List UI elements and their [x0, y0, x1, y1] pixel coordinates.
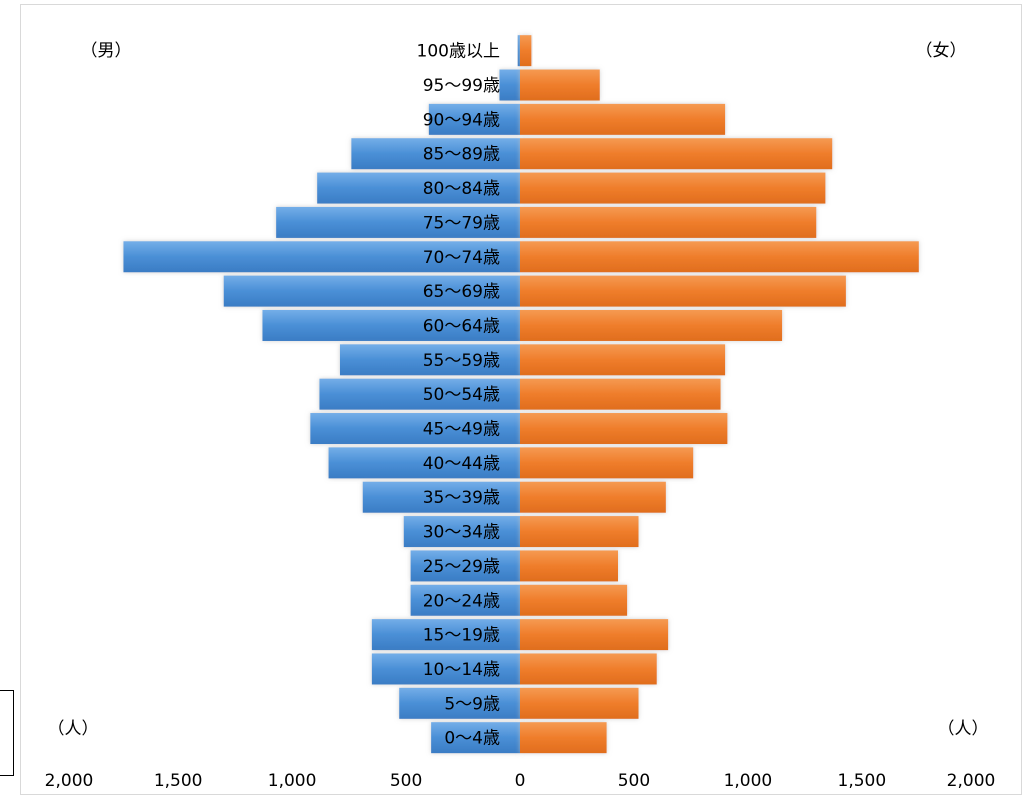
age-label-4: 80～84歳 [423, 179, 500, 199]
tick-label-5: 500 [618, 771, 650, 791]
bar-male-11 [310, 413, 520, 445]
age-label-9: 55～59歳 [423, 351, 500, 371]
age-label-16: 20～24歳 [423, 591, 500, 611]
bar-male-18 [371, 653, 520, 685]
age-label-15: 25～29歳 [423, 557, 500, 577]
bar-female-1 [520, 69, 600, 101]
bar-male-7 [223, 275, 521, 307]
bar-female-20 [520, 722, 607, 754]
bar-female-2 [520, 103, 726, 135]
bar-male-5 [276, 206, 520, 238]
female-bars [520, 35, 919, 754]
bar-male-12 [328, 447, 520, 479]
chart-frame [20, 4, 1022, 795]
tick-label-8: 2,000 [947, 771, 996, 791]
age-label-18: 10～14歳 [423, 660, 500, 680]
age-label-3: 85～89歳 [423, 145, 500, 165]
age-label-0: 100歳以上 [417, 42, 500, 62]
bar-female-3 [520, 138, 833, 170]
tick-label-3: 500 [390, 771, 422, 791]
bar-female-0 [520, 35, 532, 67]
age-label-20: 0～4歳 [444, 729, 500, 749]
bar-female-11 [520, 413, 728, 445]
tick-label-1: 1,500 [154, 771, 203, 791]
bar-female-18 [520, 653, 657, 685]
bar-male-0 [517, 35, 520, 67]
age-label-14: 30～34歳 [423, 523, 500, 543]
bar-female-4 [520, 172, 826, 204]
age-label-11: 45～49歳 [423, 420, 500, 440]
bar-female-12 [520, 447, 694, 479]
bar-male-14 [403, 516, 520, 548]
bar-male-17 [371, 619, 520, 651]
bar-female-9 [520, 344, 726, 376]
male-bars [123, 35, 521, 754]
unit-label-left: （人） [48, 719, 99, 739]
bar-female-5 [520, 206, 817, 238]
bar-female-17 [520, 619, 669, 651]
bar-male-19 [399, 687, 520, 719]
age-category-labels: 100歳以上 95～99歳 90～94歳 85～89歳 80～84歳 75～79歳 70～7… [417, 42, 500, 749]
bar-male-1 [499, 69, 520, 101]
bar-female-8 [520, 309, 783, 341]
tick-label-4: 0 [515, 771, 526, 791]
age-label-17: 15～19歳 [423, 626, 500, 646]
age-label-10: 50～54歳 [423, 385, 500, 405]
bar-male-15 [410, 550, 520, 582]
x-axis-tick-labels: 2,000 1,500 1,000 500 0 500 1,000 1,500 2,000 [45, 771, 996, 791]
bar-female-16 [520, 584, 628, 616]
bar-male-8 [262, 309, 520, 341]
age-label-19: 5～9歳 [444, 694, 500, 714]
age-label-6: 70～74歳 [423, 248, 500, 268]
female-label: （女） [916, 41, 967, 61]
bar-female-15 [520, 550, 618, 582]
bar-female-13 [520, 481, 666, 513]
age-label-8: 60～64歳 [423, 316, 500, 336]
bar-male-13 [362, 481, 520, 513]
bar-female-14 [520, 516, 639, 548]
age-label-5: 75～79歳 [423, 213, 500, 233]
age-label-13: 35～39歳 [423, 488, 500, 508]
unit-label-right: （人） [938, 719, 989, 739]
bar-female-19 [520, 687, 639, 719]
bar-male-3 [351, 138, 520, 170]
bar-male-10 [319, 378, 520, 410]
age-label-2: 90～94歳 [423, 110, 500, 130]
bar-male-2 [428, 103, 520, 135]
age-label-7: 65～69歳 [423, 282, 500, 302]
bar-male-6 [123, 241, 520, 273]
bar-male-4 [317, 172, 520, 204]
tick-label-7: 1,500 [838, 771, 887, 791]
tick-label-0: 2,000 [45, 771, 94, 791]
age-label-12: 40～44歳 [423, 454, 500, 474]
bar-female-6 [520, 241, 919, 273]
bar-female-7 [520, 275, 846, 307]
bar-male-20 [431, 722, 520, 754]
tick-label-2: 1,000 [268, 771, 317, 791]
age-label-1: 95～99歳 [423, 76, 500, 96]
side-bracket [0, 690, 14, 776]
tick-label-6: 1,000 [724, 771, 773, 791]
bar-female-10 [520, 378, 721, 410]
bar-male-16 [410, 584, 520, 616]
male-label: （男） [81, 41, 132, 61]
bar-male-9 [339, 344, 520, 376]
